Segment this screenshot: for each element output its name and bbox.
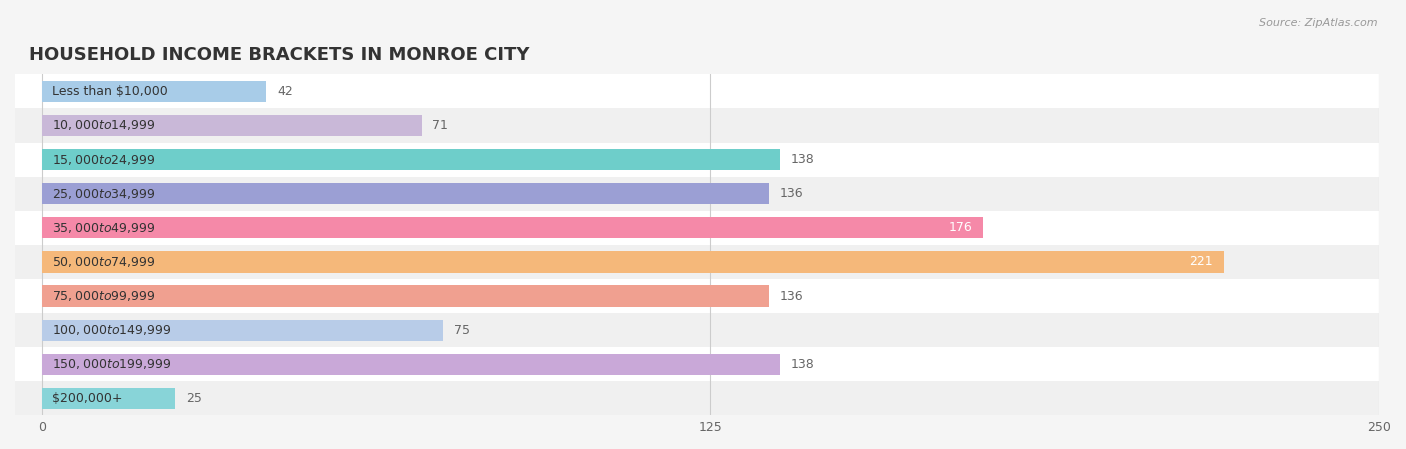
Text: $75,000 to $99,999: $75,000 to $99,999 [52, 289, 156, 303]
Bar [42, 388, 176, 409]
Text: $25,000 to $34,999: $25,000 to $34,999 [52, 187, 156, 201]
Bar [0, 347, 1406, 381]
Text: 176: 176 [949, 221, 973, 234]
Text: 71: 71 [432, 119, 449, 132]
Text: $100,000 to $149,999: $100,000 to $149,999 [52, 323, 172, 337]
Bar [42, 286, 769, 307]
Text: 138: 138 [790, 153, 814, 166]
Text: Source: ZipAtlas.com: Source: ZipAtlas.com [1260, 18, 1378, 28]
Text: Less than $10,000: Less than $10,000 [52, 85, 169, 98]
Bar [42, 354, 780, 375]
Bar [0, 381, 1406, 415]
Bar [42, 217, 983, 238]
Bar [0, 142, 1406, 176]
Bar [0, 75, 1406, 108]
Bar [0, 211, 1406, 245]
Text: 136: 136 [780, 290, 804, 303]
Text: 25: 25 [186, 392, 202, 405]
Text: 136: 136 [780, 187, 804, 200]
Bar [0, 108, 1406, 142]
Bar [0, 279, 1406, 313]
Text: HOUSEHOLD INCOME BRACKETS IN MONROE CITY: HOUSEHOLD INCOME BRACKETS IN MONROE CITY [28, 46, 529, 64]
Text: 221: 221 [1189, 255, 1213, 269]
Bar [0, 176, 1406, 211]
Bar [42, 251, 1225, 273]
Bar [42, 149, 780, 170]
Text: 75: 75 [454, 324, 470, 337]
Text: $10,000 to $14,999: $10,000 to $14,999 [52, 119, 156, 132]
Bar [0, 313, 1406, 347]
Bar [0, 245, 1406, 279]
Text: $200,000+: $200,000+ [52, 392, 122, 405]
Text: $50,000 to $74,999: $50,000 to $74,999 [52, 255, 156, 269]
Bar [42, 183, 769, 204]
Text: $35,000 to $49,999: $35,000 to $49,999 [52, 221, 156, 235]
Text: $150,000 to $199,999: $150,000 to $199,999 [52, 357, 172, 371]
Bar [42, 81, 266, 102]
Bar [42, 320, 443, 341]
Bar [42, 115, 422, 136]
Text: 138: 138 [790, 358, 814, 371]
Text: $15,000 to $24,999: $15,000 to $24,999 [52, 153, 156, 167]
Text: 42: 42 [277, 85, 292, 98]
